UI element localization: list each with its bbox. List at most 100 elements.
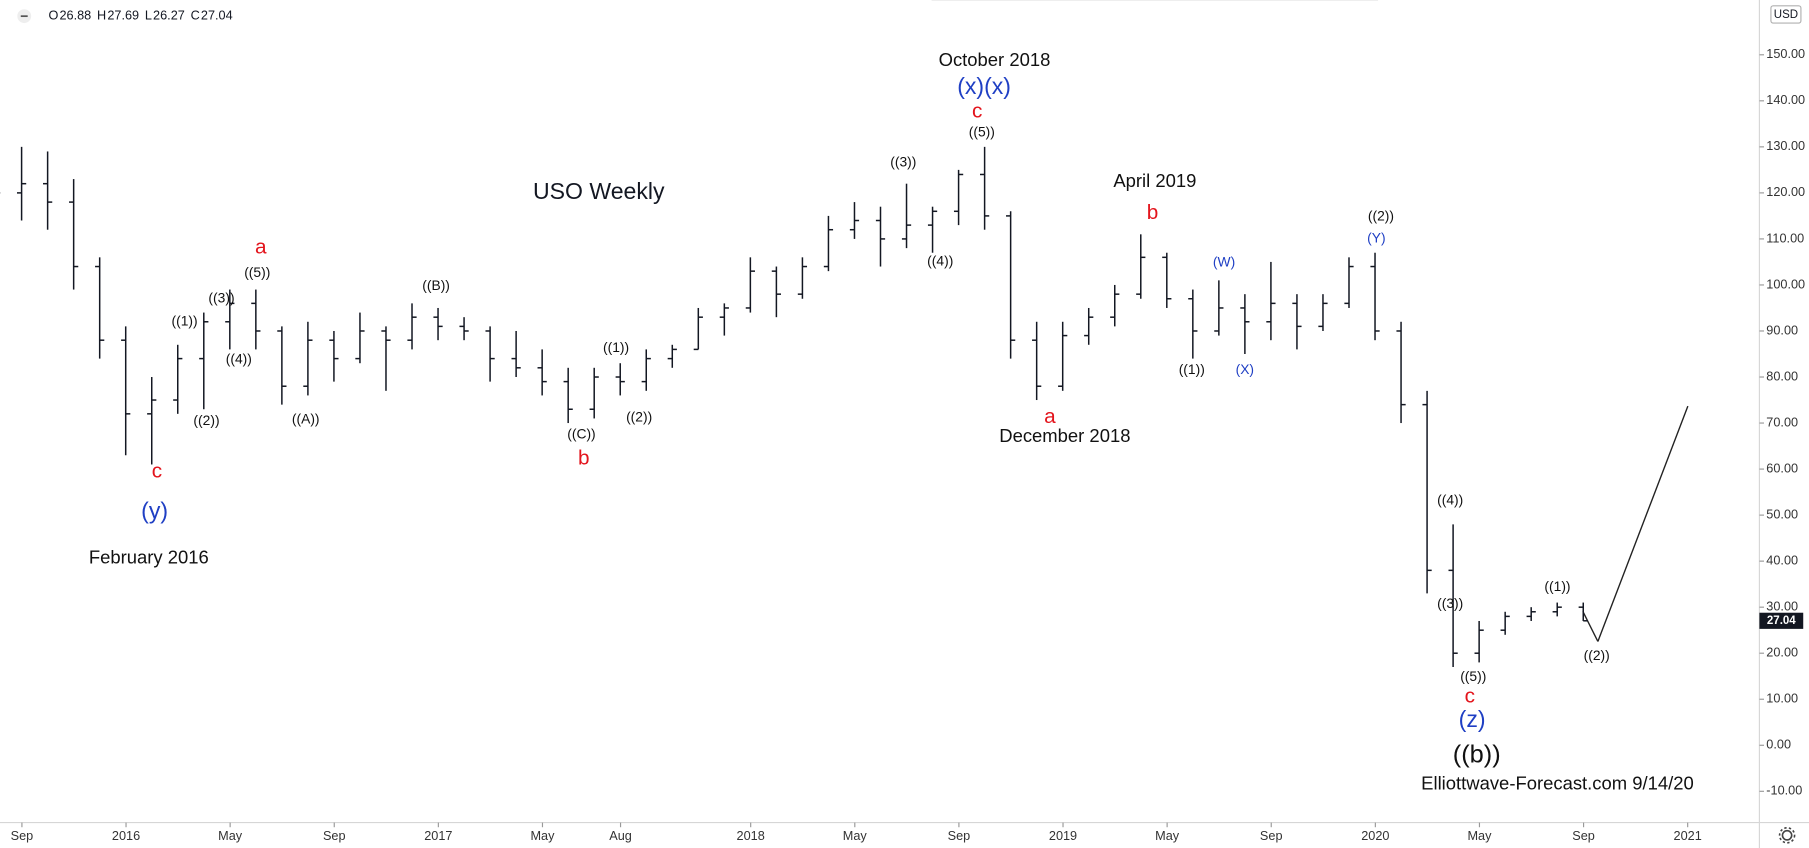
x-tick-label: 2016 (112, 829, 140, 843)
ohlc-bar (303, 321, 313, 396)
wave-label: b (578, 447, 590, 470)
ohlc-bar (823, 215, 834, 272)
wave-label: (x)(x) (957, 73, 1011, 99)
ohlc-bar (1396, 321, 1406, 424)
wave-label: c (972, 99, 982, 122)
wave-label: c (1465, 684, 1475, 707)
header-value: 26.88 (59, 9, 91, 23)
header-key: O (48, 9, 58, 23)
ohlc-bar (69, 179, 79, 290)
wave-label: c (152, 459, 162, 482)
ohlc-bar (1474, 620, 1484, 663)
y-tick-label: 10.00 (1766, 692, 1798, 706)
currency-box[interactable] (1770, 5, 1802, 24)
wave-label: ((4)) (927, 253, 953, 269)
ohlc-bar (693, 307, 703, 351)
ohlc-bar (1058, 321, 1068, 391)
y-tick-label: 130.00 (1766, 139, 1805, 153)
ohlc-bar (1292, 294, 1302, 350)
settings-button[interactable] (1778, 826, 1796, 844)
ohlc-bar (16, 146, 27, 221)
y-tick-label: 50.00 (1766, 507, 1798, 521)
x-tick-label: 2019 (1049, 829, 1077, 843)
ohlc-bar (1266, 261, 1276, 341)
ohlc-bar (797, 257, 808, 299)
ohlc-bar (199, 312, 209, 410)
wave-label: ((4)) (1437, 491, 1463, 507)
wave-label: ((4)) (226, 351, 252, 367)
wave-label: ((3)) (890, 153, 916, 169)
ohlc-bar (277, 326, 287, 405)
ohlc-bar (771, 266, 782, 318)
gear-ring (1781, 829, 1793, 841)
wave-label: October 2018 (939, 49, 1051, 70)
last-price-label: 27.04 (1767, 615, 1796, 627)
x-tick-label: Sep (11, 829, 34, 843)
header-value: 27.69 (107, 9, 139, 23)
ohlc-bar (875, 206, 886, 267)
x-tick-label: 2017 (424, 829, 452, 843)
y-tick-label: 150.00 (1766, 47, 1805, 61)
wave-label: ((1)) (172, 313, 198, 329)
header-key: L (145, 9, 152, 23)
x-tick-label: May (218, 829, 243, 843)
ohlc-bar (901, 183, 912, 249)
y-tick-label: 120.00 (1766, 185, 1805, 199)
wave-label: ((1)) (603, 339, 629, 355)
wave-label: ((2)) (626, 408, 652, 424)
x-tick-label: Sep (1572, 829, 1595, 843)
ohlc-bar (43, 151, 53, 230)
ohlc-bar (1188, 289, 1198, 359)
x-tick-label: Sep (323, 829, 346, 843)
ohlc-bar (615, 363, 625, 396)
ohlc-bar (407, 303, 417, 350)
ohlc-bar (1032, 321, 1042, 401)
ohlc-bar (589, 367, 599, 419)
x-tick-label: May (843, 829, 868, 843)
header-value: 26.27 (153, 9, 185, 23)
y-tick-label: 60.00 (1766, 461, 1798, 475)
wave-label: (Y) (1367, 229, 1385, 245)
wave-label: ((3)) (1437, 595, 1463, 611)
ohlc-bar (1344, 257, 1354, 308)
ohlc-bar (173, 344, 183, 414)
ohlc-bar (1318, 294, 1328, 331)
ohlc-bar (953, 169, 964, 226)
ohlc-bar (121, 326, 131, 456)
projection-line (1582, 611, 1599, 642)
ohlc-bar (1240, 294, 1250, 354)
x-tick-label: May (1467, 829, 1492, 843)
ohlc-bar (433, 307, 443, 341)
x-tick-label: 2020 (1361, 829, 1389, 843)
ohlc-bar (485, 326, 495, 382)
wave-label: ((5)) (244, 264, 270, 280)
ohlc-bar (95, 257, 105, 359)
wave-label: February 2016 (89, 546, 209, 567)
wave-label: ((5)) (969, 123, 995, 139)
ohlc-bar (459, 317, 469, 341)
ohlc-bar (641, 349, 651, 391)
y-tick-label: 30.00 (1766, 600, 1798, 614)
ohlc-bar (355, 312, 365, 364)
wave-label: ((1)) (1179, 361, 1205, 377)
x-tick-label: Sep (948, 829, 971, 843)
wave-label: a (1044, 405, 1056, 428)
ohlc-bar (511, 330, 521, 378)
wave-label: (W) (1213, 254, 1235, 270)
ohlc-bar (329, 330, 339, 382)
header-key: H (97, 9, 106, 23)
ohlc-bar (1422, 390, 1432, 594)
ohlc-bar (147, 377, 157, 465)
wave-label: ((C)) (567, 426, 595, 442)
ohlc-bar (1110, 284, 1120, 327)
wave-label: (z) (1459, 706, 1486, 732)
ohlc-bar (1578, 602, 1588, 622)
ohlc-bar (979, 146, 990, 230)
last-price-tag (1759, 612, 1804, 629)
currency-label: USD (1774, 9, 1798, 21)
ohlc-bar (849, 202, 860, 239)
wave-label: ((A)) (292, 411, 320, 427)
header-value: 27.04 (201, 9, 233, 23)
